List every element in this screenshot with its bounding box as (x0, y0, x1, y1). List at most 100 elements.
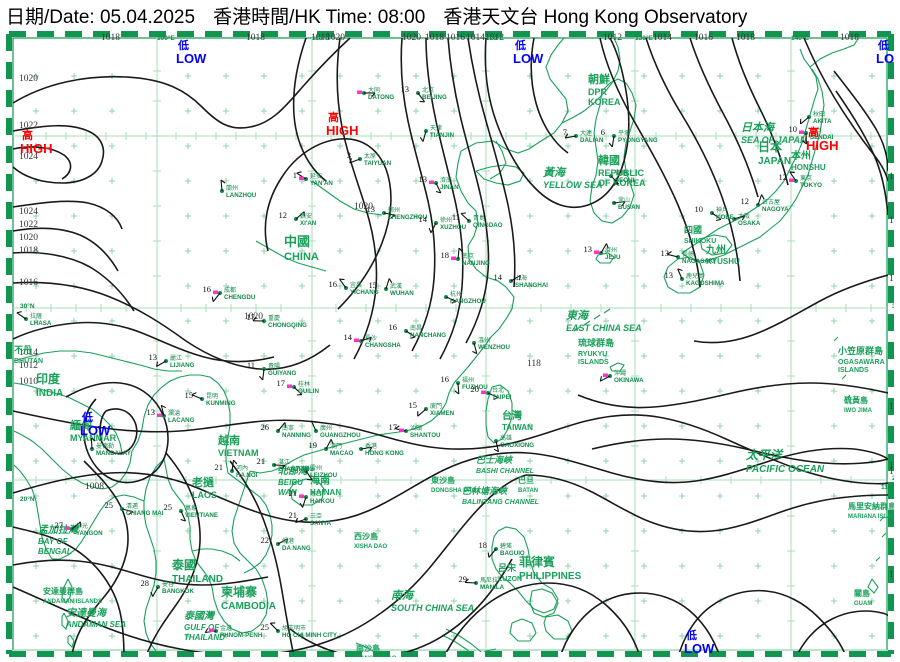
grid-cross (831, 108, 837, 114)
wind-barb (435, 182, 442, 194)
map-background (6, 31, 894, 657)
grid-cross (527, 528, 533, 534)
wind-barb (600, 375, 611, 382)
country-label-zh: 菲律賓 (519, 554, 555, 569)
sea-label-en: PACIFIC OCEAN (746, 464, 825, 475)
station-temperature: 14 (494, 272, 503, 282)
surface-weather-map[interactable]: 1018 1018 1018 1020 1020 1018 1016 1014 1012 1012… (6, 31, 894, 657)
wind-barb-feather (211, 296, 214, 302)
precip-symbol (603, 373, 608, 377)
wind-barb-feather (368, 447, 373, 452)
station-temperature: 10 (695, 204, 704, 214)
station-temperature: 11 (247, 360, 255, 370)
country-label-en: MARIANA ISLANDS (848, 514, 894, 520)
grid-cross (831, 598, 837, 604)
station-temperature: 29 (459, 574, 468, 584)
pressure-system-zh: 高 (328, 110, 339, 124)
wind-barb-feather (311, 420, 317, 424)
grid-cross (337, 178, 343, 184)
grid-cross (641, 633, 647, 639)
grid-cross (337, 248, 343, 254)
grid-cross (185, 248, 191, 254)
wind-barb (711, 212, 722, 220)
station-name-zh: 拉薩 (30, 312, 42, 320)
wind-barb (383, 212, 395, 216)
country-label-en: DONGSHA DAO (431, 488, 477, 494)
grid-cross (413, 213, 419, 219)
sea-label-zh: 東海 (566, 309, 590, 322)
grid-cross (33, 318, 39, 324)
wind-barb-feather (368, 337, 372, 343)
